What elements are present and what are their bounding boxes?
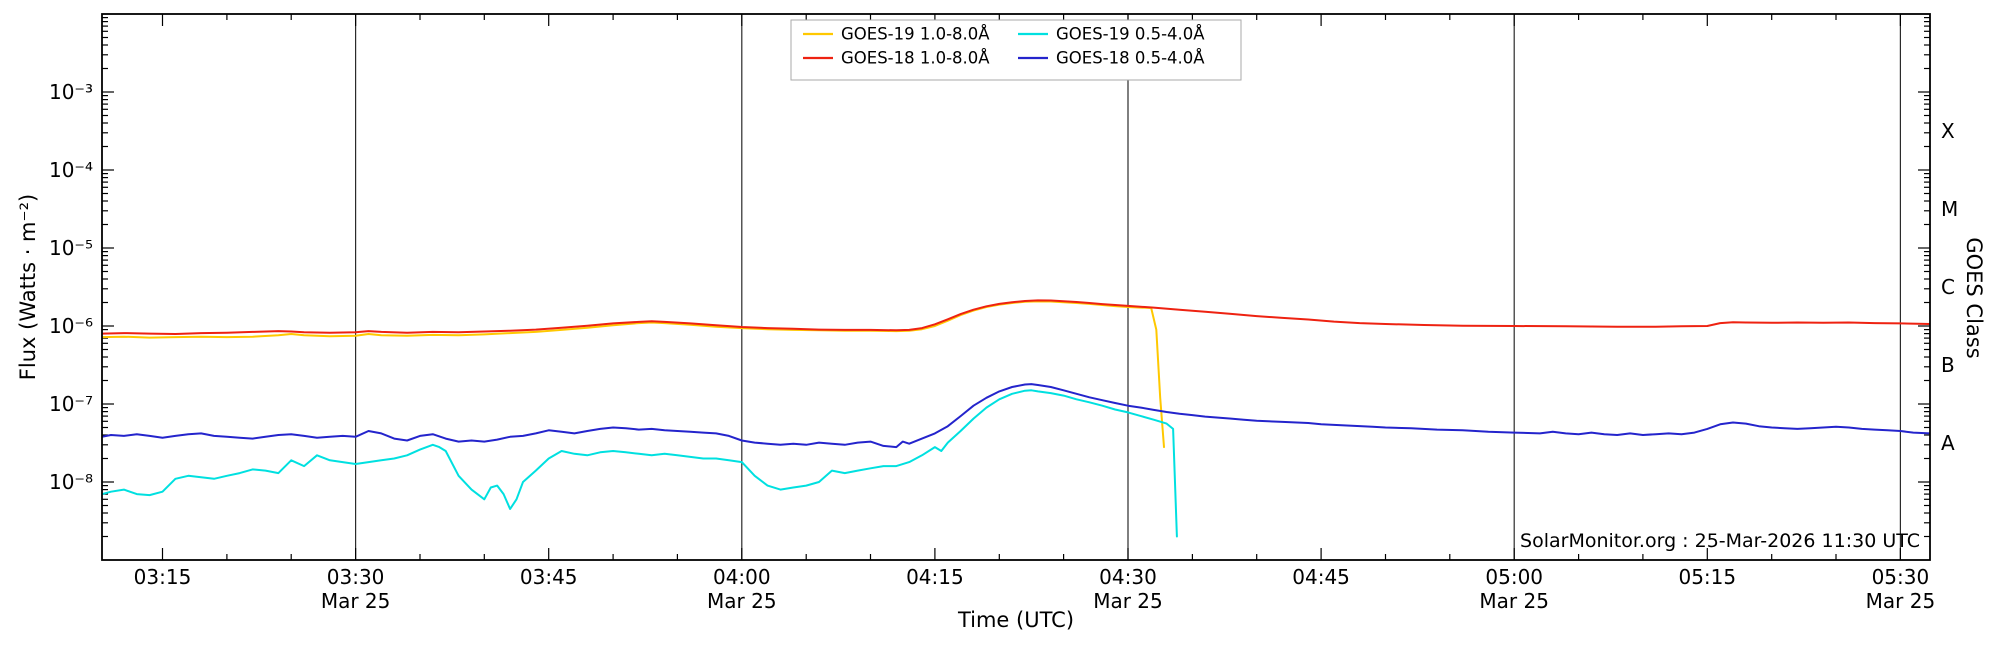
y-axis-label-goes-class: GOES Class (1962, 237, 1986, 359)
x-tick-label: 04:45 (1292, 565, 1350, 589)
axis-ticks (102, 14, 1930, 560)
y-tick-label: 10⁻⁵ (49, 236, 93, 260)
legend-box (790, 19, 1242, 81)
y-tick-label: 10⁻⁸ (49, 470, 93, 494)
x-tick-label: 05:00 (1485, 565, 1543, 589)
y-tick-label: 10⁻³ (49, 80, 93, 104)
goes-class-letter: B (1941, 353, 1955, 377)
x-tick-label: 04:15 (906, 565, 964, 589)
plot-border (101, 13, 1931, 561)
goes-class-letters: X M C B A (1941, 119, 1958, 455)
goes-class-letter: A (1941, 431, 1955, 455)
series-line-goes-19-1-0-8-0- (102, 300, 1165, 449)
series-lines (102, 299, 1930, 538)
x-tick-day-label: Mar 25 (1866, 589, 1936, 613)
x-tick-day-label: Mar 25 (707, 589, 777, 613)
goes-class-letter: X (1941, 119, 1955, 143)
x-tick-day-label: Mar 25 (1479, 589, 1549, 613)
x-axis-label-time-utc: Time (UTC) (957, 608, 1075, 632)
series-line-goes-19-0-5-4-0- (102, 389, 1178, 538)
vertical-gridlines (355, 14, 1902, 560)
x-tick-label: 05:15 (1678, 565, 1736, 589)
x-tick-label: 03:45 (520, 565, 578, 589)
series-line-goes-18-1-0-8-0- (102, 299, 1930, 335)
credit-text: SolarMonitor.org : 25-Mar-2026 11:30 UTC (1520, 530, 1920, 552)
x-tick-label: 03:30 (327, 565, 385, 589)
goes-class-letter: C (1941, 275, 1955, 299)
x-tick-day-label: Mar 25 (321, 589, 391, 613)
goes-class-letter: M (1941, 197, 1958, 221)
x-tick-label: 04:30 (1099, 565, 1157, 589)
y-tick-label: 10⁻⁶ (49, 314, 93, 338)
y-tick-label: 10⁻⁷ (49, 392, 93, 416)
legend: GOES-19 1.0-8.0Å GOES-18 1.0-8.0Å GOES-19 … (790, 19, 1242, 81)
legend-label: GOES-19 0.5-4.0Å (1056, 25, 1205, 44)
x-tick-label: 03:15 (134, 565, 192, 589)
y-axis-label-flux: Flux (Watts · m⁻²) (16, 193, 40, 381)
legend-label: GOES-19 1.0-8.0Å (841, 25, 990, 44)
series-line-goes-18-0-5-4-0- (102, 383, 1930, 449)
x-tick-label: 04:00 (713, 565, 771, 589)
y-tick-label: 10⁻⁴ (49, 158, 93, 182)
legend-label: GOES-18 1.0-8.0Å (841, 49, 990, 68)
x-tick-day-label: Mar 25 (1093, 589, 1163, 613)
x-tick-label: 05:30 (1872, 565, 1930, 589)
legend-label: GOES-18 0.5-4.0Å (1056, 49, 1205, 68)
y-tick-labels: 10⁻³ 10⁻⁴ 10⁻⁵ 10⁻⁶ 10⁻⁷ 10⁻⁸ (49, 80, 93, 494)
